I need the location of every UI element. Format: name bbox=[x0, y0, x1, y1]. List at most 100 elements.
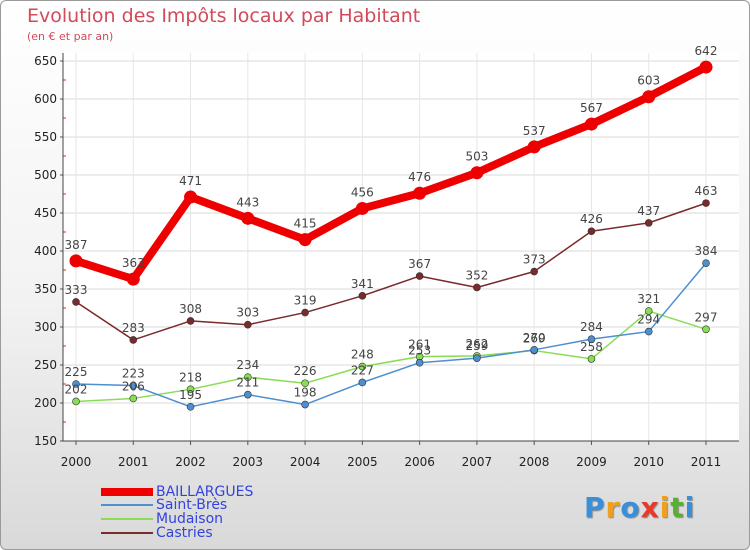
data-label: 443 bbox=[236, 195, 259, 209]
data-label: 253 bbox=[408, 344, 431, 358]
plot-area bbox=[63, 53, 739, 441]
data-point bbox=[244, 373, 252, 381]
data-label: 283 bbox=[122, 321, 145, 335]
data-point bbox=[473, 354, 481, 362]
x-tick-label: 2009 bbox=[576, 455, 607, 469]
data-point bbox=[415, 272, 424, 280]
legend-swatch bbox=[101, 504, 153, 507]
data-label: 537 bbox=[523, 124, 546, 138]
data-label: 227 bbox=[351, 363, 374, 377]
series-line-saint-br-s bbox=[75, 262, 707, 408]
data-point bbox=[244, 390, 252, 399]
legend-swatch bbox=[101, 531, 153, 534]
data-point bbox=[702, 199, 710, 207]
data-label: 352 bbox=[465, 268, 488, 282]
y-tick-label: 150 bbox=[34, 434, 57, 448]
x-tick-label: 2000 bbox=[61, 455, 92, 469]
data-label: 262 bbox=[465, 337, 488, 351]
data-label: 603 bbox=[637, 74, 660, 88]
data-point bbox=[301, 379, 309, 388]
legend-swatch bbox=[101, 517, 153, 520]
data-label: 642 bbox=[695, 44, 718, 58]
data-point bbox=[584, 117, 598, 131]
data-point bbox=[413, 186, 427, 200]
data-label: 198 bbox=[294, 386, 317, 400]
x-tick-label: 2010 bbox=[633, 455, 664, 469]
data-point bbox=[129, 381, 138, 390]
data-point bbox=[699, 60, 713, 74]
data-point bbox=[587, 335, 596, 343]
legend-item: Castries bbox=[101, 526, 253, 540]
data-label: 218 bbox=[179, 370, 202, 384]
data-label: 308 bbox=[179, 302, 202, 316]
y-tick-label: 400 bbox=[34, 244, 57, 258]
x-tick-label: 2004 bbox=[290, 455, 321, 469]
data-point bbox=[470, 166, 484, 180]
data-point bbox=[301, 400, 309, 409]
data-label: 270 bbox=[523, 331, 546, 345]
data-label: 341 bbox=[351, 277, 374, 291]
legend-label: Castries bbox=[156, 524, 213, 541]
data-point bbox=[644, 219, 653, 227]
data-point bbox=[186, 385, 195, 394]
data-point bbox=[644, 327, 653, 336]
y-tick-label: 250 bbox=[34, 358, 57, 372]
legend-label: BAILLARGUES bbox=[156, 483, 254, 500]
chart-title: Evolution des Impôts locaux par Habitant bbox=[27, 5, 421, 27]
series-line-baillargues bbox=[72, 63, 710, 284]
data-label: 284 bbox=[580, 320, 603, 334]
data-point bbox=[587, 227, 596, 236]
x-tick-label: 2005 bbox=[347, 455, 378, 469]
data-point bbox=[69, 254, 83, 268]
data-label: 567 bbox=[580, 101, 603, 115]
data-label: 223 bbox=[122, 367, 145, 381]
data-point bbox=[530, 267, 538, 276]
data-label: 303 bbox=[236, 306, 259, 320]
x-tick-label: 2006 bbox=[404, 455, 435, 469]
data-label: 476 bbox=[408, 170, 431, 184]
x-tick-label: 2007 bbox=[462, 455, 493, 469]
data-label: 471 bbox=[179, 174, 202, 188]
data-point bbox=[358, 292, 367, 300]
data-label: 269 bbox=[523, 332, 546, 346]
data-label: 373 bbox=[523, 253, 546, 267]
series-line-mudaison bbox=[75, 310, 707, 403]
data-point bbox=[72, 298, 80, 306]
data-point bbox=[298, 233, 312, 247]
data-point bbox=[355, 201, 369, 215]
y-tick-label: 200 bbox=[34, 396, 57, 410]
data-point bbox=[358, 378, 367, 387]
y-tick-label: 350 bbox=[34, 282, 57, 296]
y-tick-label: 600 bbox=[34, 92, 57, 106]
data-point bbox=[129, 336, 138, 344]
data-label: 437 bbox=[637, 204, 660, 218]
legend-item: BAILLARGUES bbox=[101, 485, 253, 499]
data-label: 503 bbox=[465, 150, 488, 164]
data-label: 384 bbox=[695, 244, 718, 258]
data-point bbox=[72, 380, 80, 388]
proxiti-logo: Proxiti bbox=[584, 491, 696, 524]
data-label: 258 bbox=[580, 340, 603, 354]
y-tick-label: 550 bbox=[34, 130, 57, 144]
data-label: 202 bbox=[65, 382, 88, 396]
data-point bbox=[129, 394, 138, 403]
data-point bbox=[530, 345, 538, 354]
data-label: 211 bbox=[236, 376, 259, 390]
x-tick-label: 2008 bbox=[519, 455, 550, 469]
legend-item: Saint-Brès bbox=[101, 498, 253, 512]
legend-item: Mudaison bbox=[101, 512, 253, 526]
data-point bbox=[358, 362, 367, 371]
data-point bbox=[702, 325, 710, 334]
data-point bbox=[126, 272, 140, 286]
data-label: 463 bbox=[695, 184, 718, 198]
data-label: 456 bbox=[351, 185, 374, 199]
data-label: 319 bbox=[294, 294, 317, 308]
chart-subtitle: (en € et par an) bbox=[27, 30, 114, 43]
data-label: 226 bbox=[294, 364, 317, 378]
data-point bbox=[184, 190, 198, 204]
data-point bbox=[642, 90, 656, 104]
y-tick-label: 450 bbox=[34, 206, 57, 220]
series-line-castries bbox=[75, 202, 707, 341]
